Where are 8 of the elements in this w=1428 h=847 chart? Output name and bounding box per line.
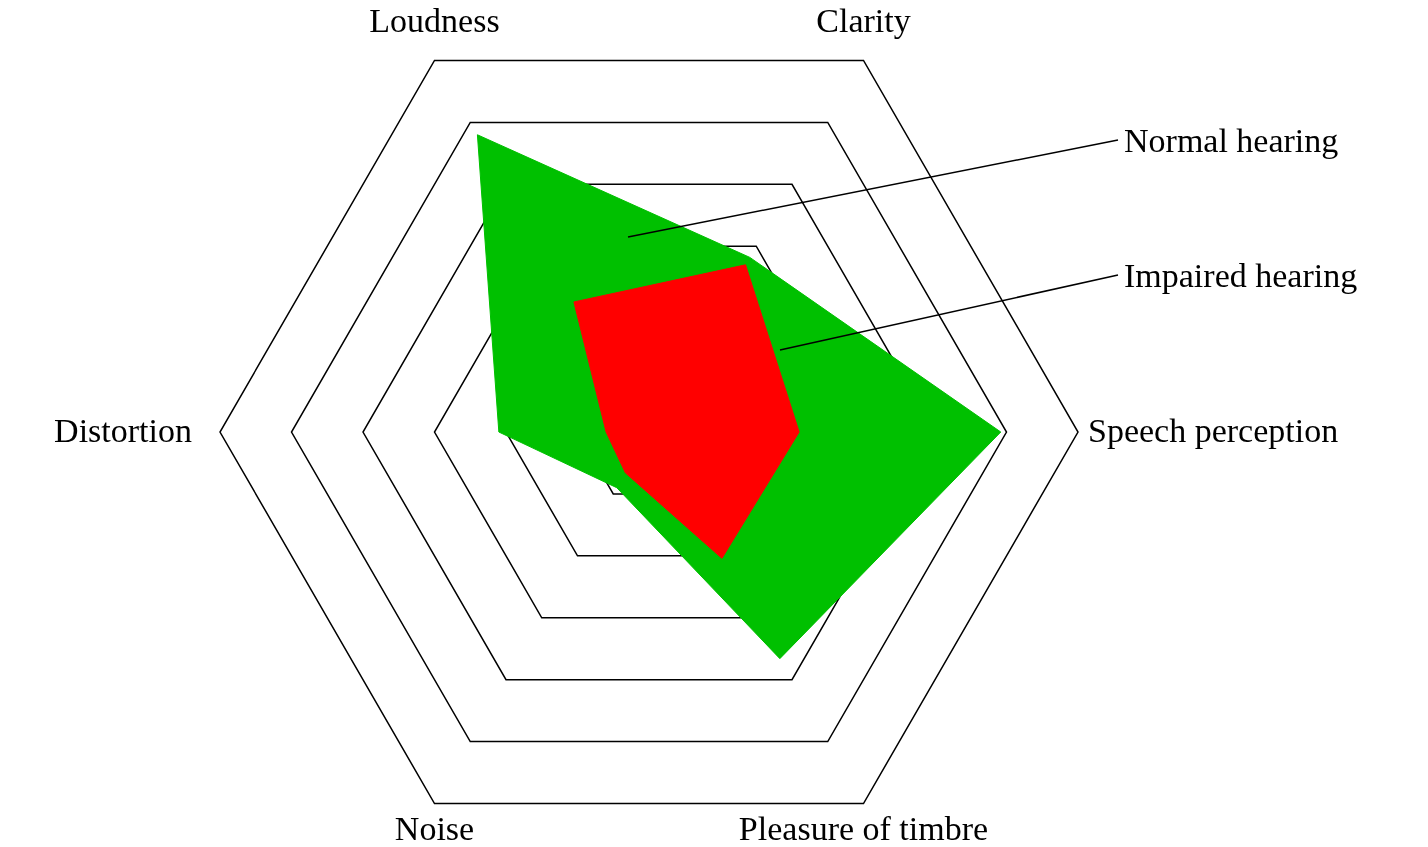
text: Impaired hearing: [1124, 257, 1358, 294]
text: Normal hearing: [1124, 122, 1339, 159]
spoke-label: Clarity: [816, 2, 911, 40]
spoke-label: Noise: [394, 809, 475, 847]
spoke-label: Speech perception: [1088, 412, 1339, 449]
spoke-label: Pleasure of timbre: [738, 809, 989, 847]
spoke-label: Distortion: [54, 412, 192, 449]
spoke-label: Loudness: [369, 2, 500, 40]
